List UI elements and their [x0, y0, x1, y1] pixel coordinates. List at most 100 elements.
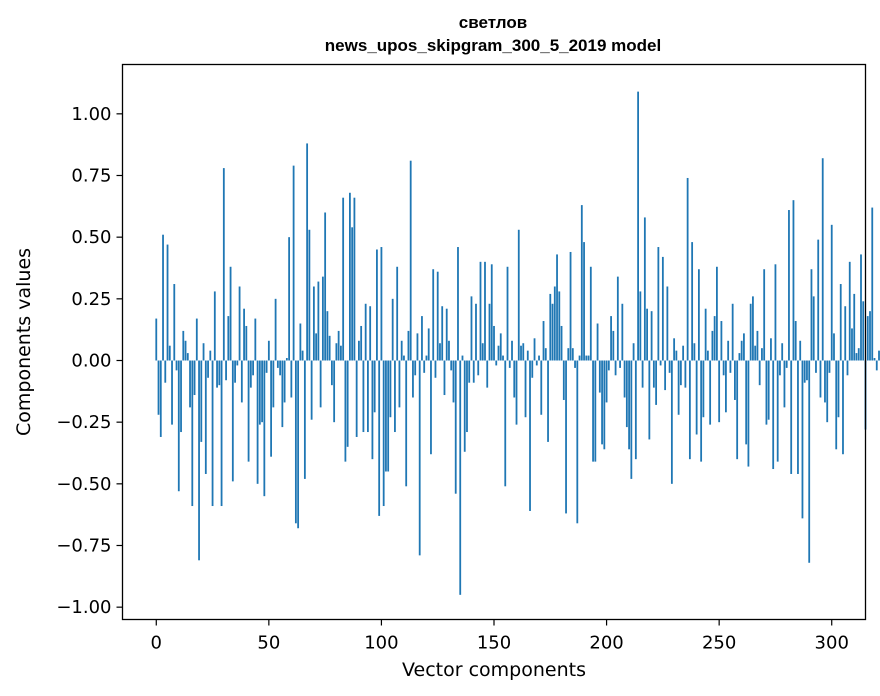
bar-100 [380, 247, 383, 361]
x-tick-label: 50 [257, 633, 280, 654]
bar-50 [267, 340, 270, 361]
bar-272 [767, 360, 770, 420]
bar-314 [862, 301, 865, 361]
bar-103 [387, 360, 390, 472]
bar-262 [745, 360, 748, 445]
bar-128 [443, 360, 446, 396]
x-tick-label: 0 [151, 633, 162, 654]
bar-37 [238, 286, 241, 361]
bar-184 [569, 251, 572, 361]
bar-189 [580, 205, 583, 361]
bar-152 [497, 345, 500, 361]
bar-244 [704, 308, 707, 361]
bar-153 [499, 333, 502, 361]
bar-117 [418, 360, 421, 556]
bar-12 [182, 330, 185, 361]
bar-145 [481, 343, 484, 361]
bar-26 [213, 291, 216, 361]
bar-17 [193, 360, 196, 396]
bar-115 [414, 360, 417, 376]
bar-5 [166, 244, 169, 361]
bar-97 [373, 360, 376, 413]
bar-167 [531, 360, 534, 378]
bar-162 [520, 345, 522, 361]
bar-136 [461, 355, 464, 361]
bar-301 [833, 333, 835, 361]
bar-170 [538, 355, 540, 361]
bar-220 [650, 311, 653, 361]
plot-frame [121, 63, 867, 621]
bar-80 [335, 343, 338, 361]
bar-161 [517, 229, 520, 361]
bar-10 [177, 360, 180, 492]
bar-196 [596, 323, 599, 361]
x-axis-ticks: 0 50 100 150 200 250 300 [151, 619, 849, 654]
bar-36 [236, 360, 239, 366]
bar-35 [234, 360, 236, 383]
bar-72 [317, 281, 320, 361]
y-tick-label: 0.50 [71, 227, 111, 248]
bar-131 [450, 360, 453, 371]
bar-283 [792, 200, 795, 361]
bar-157 [508, 360, 511, 368]
bar-84 [344, 360, 347, 462]
bar-233 [679, 360, 682, 386]
bar-226 [664, 360, 667, 391]
bar-83 [342, 197, 345, 361]
bar-237 [688, 360, 691, 460]
bar-119 [423, 360, 426, 373]
bar-69 [310, 360, 313, 420]
bar-289 [806, 360, 808, 381]
bar-121 [427, 328, 430, 361]
bar-4 [164, 360, 167, 383]
bar-172 [542, 321, 545, 361]
bar-164 [524, 360, 527, 418]
bar-295 [819, 360, 822, 398]
bar-120 [425, 355, 428, 361]
bar-197 [598, 360, 601, 393]
bar-92 [362, 360, 365, 433]
bar-287 [801, 360, 804, 519]
bar-59 [288, 237, 291, 361]
bar-308 [848, 261, 851, 361]
bar-68 [308, 229, 311, 361]
bar-203 [612, 330, 615, 361]
bar-309 [851, 328, 853, 361]
y-tick-label: 1.00 [71, 104, 111, 125]
bar-194 [592, 360, 594, 462]
bar-238 [691, 242, 694, 361]
bar-29 [220, 360, 223, 507]
bar-51 [270, 360, 272, 457]
bar-188 [578, 355, 581, 361]
bar-81 [337, 330, 340, 361]
bar-321 [878, 350, 880, 361]
bar-268 [758, 360, 761, 386]
bar-24 [209, 350, 212, 361]
bar-47 [261, 360, 263, 423]
bar-300 [830, 224, 833, 361]
bar-124 [434, 360, 437, 378]
bar-254 [727, 340, 730, 361]
bar-41 [247, 360, 250, 462]
bar-250 [718, 360, 721, 423]
bar-94 [367, 360, 369, 433]
y-tick-label: 0.25 [71, 289, 111, 310]
bar-281 [788, 210, 790, 361]
bar-213 [634, 360, 637, 460]
bar-105 [391, 298, 394, 361]
bar-160 [515, 360, 518, 425]
bar-303 [837, 360, 840, 418]
chart-title: светлов [459, 13, 527, 32]
bar-67 [306, 143, 309, 361]
bar-311 [855, 353, 858, 361]
bar-298 [826, 360, 829, 423]
bar-181 [562, 360, 565, 400]
bar-155 [504, 360, 507, 487]
bar-54 [276, 360, 279, 368]
bar-85 [346, 360, 349, 447]
bar-150 [493, 325, 495, 361]
bar-223 [657, 247, 660, 361]
bar-319 [873, 358, 876, 361]
bar-173 [544, 348, 547, 361]
bar-91 [360, 325, 363, 361]
